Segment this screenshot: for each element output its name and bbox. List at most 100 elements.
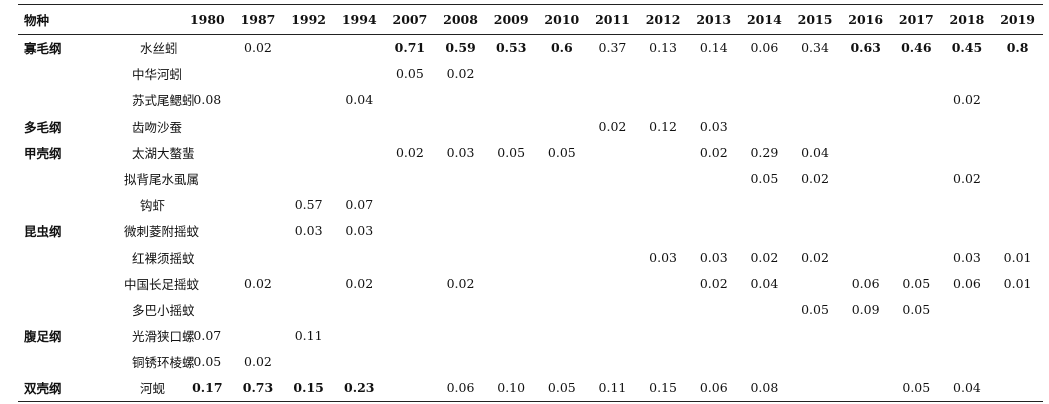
value-cell: [435, 349, 486, 375]
value-cell: [537, 113, 588, 139]
year-header: 2010: [536, 4, 588, 35]
value-cell: [233, 165, 284, 191]
value-cell: [537, 218, 588, 244]
table-row: 腹足纲 光滑狭口螺 0.07 0.11: [18, 323, 1043, 349]
value-cell: [486, 323, 537, 349]
value-cell: 0.03: [446, 144, 475, 160]
table-row: 多巴小摇蚊 0.05 0.09 0.05: [18, 296, 1043, 322]
value-cell: [992, 113, 1043, 139]
value-cell: [688, 296, 739, 322]
value-cell: [334, 349, 385, 375]
class-cell: [18, 349, 76, 375]
value-cell: [840, 139, 891, 165]
year-header: 2011: [587, 4, 638, 35]
value-cell: [182, 192, 233, 218]
value-cell: [942, 192, 993, 218]
value-cell: [688, 87, 739, 113]
value-cell: 0.07: [193, 328, 222, 344]
value-cell: 0.05: [750, 171, 779, 187]
value-cell: 0.13: [649, 40, 678, 56]
class-cell: 甲壳纲: [24, 145, 62, 161]
value-cell: [992, 349, 1043, 375]
value-cell: [385, 244, 436, 270]
value-cell: [992, 192, 1043, 218]
value-cell: [334, 244, 385, 270]
year-header: 2019: [992, 4, 1043, 35]
value-cell: [790, 192, 841, 218]
value-cell: [790, 349, 841, 375]
value-cell: 0.53: [495, 40, 527, 56]
value-cell: [891, 165, 942, 191]
value-cell: [840, 323, 891, 349]
value-cell: 0.15: [637, 374, 689, 402]
value-cell: [638, 87, 689, 113]
year-header: 2007: [384, 4, 436, 35]
value-cell: 0.34: [801, 40, 829, 56]
value-cell: [638, 270, 689, 296]
value-cell: 0.05: [547, 144, 576, 160]
value-cell: [587, 296, 638, 322]
species-cell: 铜锈环棱螺: [132, 355, 195, 371]
species-cell: 水丝蚓: [140, 41, 178, 57]
value-cell: [334, 35, 385, 61]
table-row: 中华河蚓 0.05 0.02: [18, 61, 1043, 87]
value-cell: [942, 113, 993, 139]
value-cell: 0.05: [890, 374, 942, 402]
value-cell: [283, 349, 334, 375]
value-cell: [790, 61, 841, 87]
class-cell: 多毛纲: [24, 119, 62, 135]
value-cell: [385, 165, 436, 191]
value-cell: [486, 349, 537, 375]
value-cell: [182, 113, 233, 139]
value-cell: [840, 192, 891, 218]
value-cell: [334, 61, 385, 87]
value-cell: [992, 165, 1043, 191]
value-cell: [688, 192, 739, 218]
year-header: 1987: [232, 4, 284, 35]
class-cell: [18, 296, 76, 322]
value-cell: [992, 61, 1043, 87]
value-cell: [334, 165, 385, 191]
year-header: 1994: [333, 4, 385, 35]
table-row: 中国长足摇蚊 0.02 0.02 0.02 0.02 0.04 0.06 0.05 0.06 0.…: [18, 270, 1043, 296]
value-cell: [942, 139, 993, 165]
value-cell: 0.04: [750, 275, 779, 291]
value-cell: [283, 113, 334, 139]
value-cell: [233, 113, 284, 139]
value-cell: 0.02: [244, 275, 272, 291]
value-cell: [840, 165, 891, 191]
value-cell: 0.29: [750, 144, 779, 160]
value-cell: 0.03: [699, 249, 728, 265]
value-cell: [385, 323, 436, 349]
value-cell: 0.23: [333, 374, 385, 402]
value-cell: [891, 192, 942, 218]
value-cell: 0.6: [550, 40, 573, 56]
value-cell: 0.08: [193, 92, 222, 108]
value-cell: [688, 165, 739, 191]
value-cell: [790, 87, 841, 113]
value-cell: 0.02: [953, 92, 981, 108]
value-cell: [435, 244, 486, 270]
value-cell: [182, 61, 233, 87]
value-cell: [840, 87, 891, 113]
value-cell: 0.05: [395, 66, 424, 82]
table-header: 物种 1980 1987 1992 1994 2007 2008 2009 2010 2011 2…: [18, 4, 1043, 35]
value-cell: [942, 296, 993, 322]
value-cell: [638, 61, 689, 87]
value-cell: 0.10: [485, 374, 537, 402]
year-header: 2014: [739, 4, 790, 35]
value-cell: [486, 296, 537, 322]
value-cell: [537, 87, 588, 113]
table-row: 钩虾 0.57 0.07: [18, 192, 1043, 218]
value-cell: 0.11: [587, 374, 638, 402]
value-cell: 0.02: [244, 354, 272, 370]
value-cell: [789, 374, 841, 402]
value-cell: 0.03: [345, 223, 374, 239]
value-cell: [385, 296, 436, 322]
value-cell: 0.04: [941, 374, 993, 402]
value-cell: [435, 218, 486, 244]
value-cell: [435, 165, 486, 191]
value-cell: [790, 218, 841, 244]
value-cell: [790, 323, 841, 349]
